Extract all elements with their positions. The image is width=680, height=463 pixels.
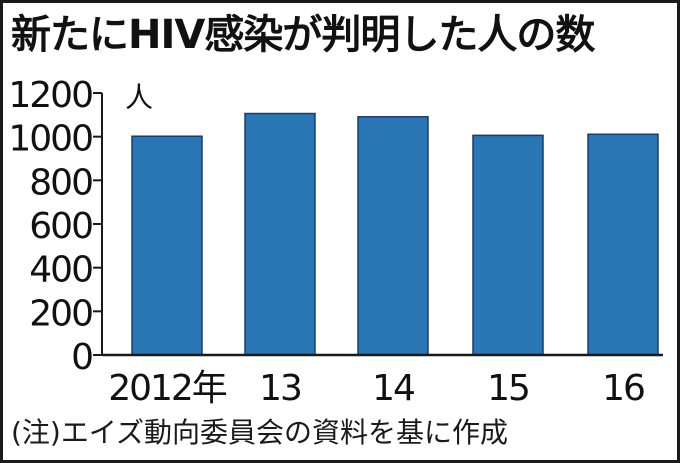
x-category-label: 13 <box>259 368 301 409</box>
y-tick-label: 1000 <box>8 119 92 160</box>
bar-1 <box>244 112 316 356</box>
y-tick-label: 200 <box>29 293 92 334</box>
y-tick-label: 600 <box>29 206 92 247</box>
y-tick-label: 1200 <box>8 75 92 116</box>
x-category-label: 2012年 <box>108 368 227 409</box>
y-unit-label: 人 <box>125 81 153 114</box>
bar-3 <box>472 134 544 356</box>
x-category-label: 14 <box>372 368 414 409</box>
chart-title: 新たにHIV感染が判明した人の数 <box>11 12 595 58</box>
bar-0 <box>131 135 203 356</box>
y-tick-label: 800 <box>29 162 92 203</box>
y-tick-label: 400 <box>29 250 92 291</box>
bar-4 <box>587 133 659 356</box>
x-category-label: 15 <box>487 368 529 409</box>
source-note: (注)エイズ動向委員会の資料を基に作成 <box>11 416 509 449</box>
bar-2 <box>357 116 429 356</box>
x-category-label: 16 <box>602 368 644 409</box>
y-tick-label: 0 <box>71 337 92 378</box>
